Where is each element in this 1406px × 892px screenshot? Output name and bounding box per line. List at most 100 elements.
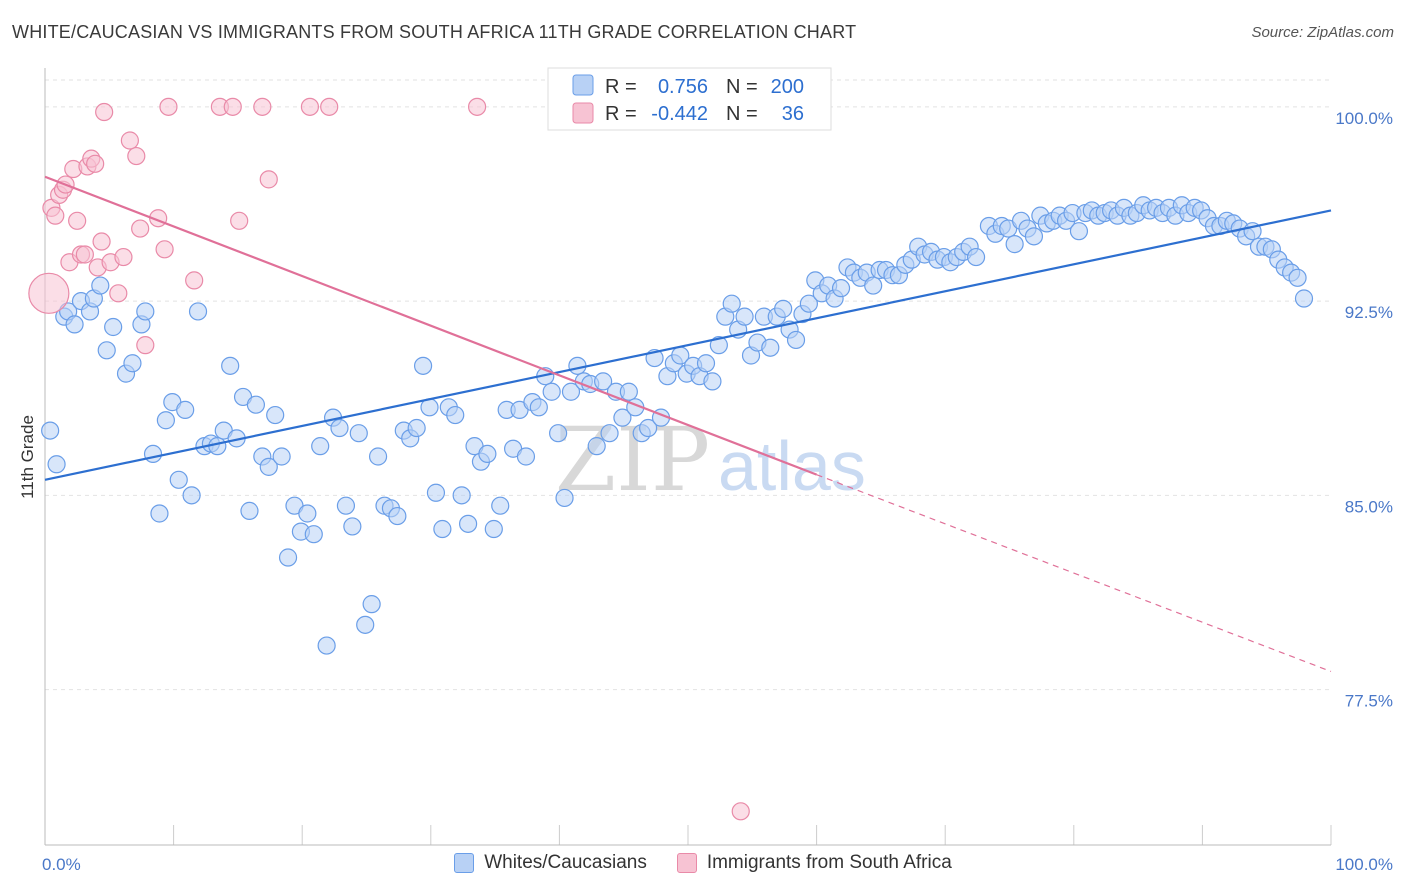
whites-point [298, 504, 317, 523]
whites-point [91, 276, 110, 295]
legend-item-south-africa[interactable]: Immigrants from South Africa [676, 852, 952, 874]
whites-point [446, 405, 465, 425]
series-south-africa-points [28, 97, 750, 821]
whites-point [240, 501, 259, 520]
stats-r-value-blue: 0.756 [658, 76, 708, 98]
stats-legend-box [547, 67, 832, 131]
series-whites-points [41, 196, 1314, 655]
whites-point [278, 548, 298, 567]
whites-point [188, 302, 208, 321]
south-africa-point [230, 211, 249, 230]
whites-point [136, 302, 155, 321]
whites-point [639, 418, 658, 438]
whites-point [41, 421, 60, 440]
south-africa-point [114, 247, 133, 267]
whites-point [433, 519, 452, 539]
whites-point [413, 356, 433, 375]
whites-point [182, 486, 201, 505]
whites-point [259, 457, 278, 476]
south-africa-point [86, 154, 105, 173]
y-tick-label-1: 85.0% [1345, 497, 1393, 516]
stats-n-value-pink: 36 [782, 103, 804, 125]
whites-point [304, 525, 323, 544]
whites-point [221, 356, 240, 375]
whites-point [388, 506, 407, 526]
y-axis-label: 11th Grade [18, 415, 37, 499]
south-africa-point [75, 245, 94, 264]
whites-point [47, 455, 66, 474]
south-africa-point [155, 240, 174, 259]
south-africa-point [109, 284, 128, 303]
south-africa-point [223, 97, 242, 116]
whites-point [65, 315, 84, 334]
whites-point [786, 330, 806, 350]
whites-point [208, 437, 227, 456]
whites-point [735, 307, 754, 326]
south-africa-point [127, 146, 146, 166]
south-africa-point [28, 272, 70, 314]
whites-point [561, 382, 581, 401]
whites-point [407, 418, 426, 438]
south-africa-point [320, 97, 339, 116]
stats-n-value-blue: 200 [771, 76, 804, 98]
whites-point [491, 496, 510, 515]
south-africa-point [136, 336, 155, 355]
stats-legend: R = 0.756 N = 200 R = -0.442 N = 36 [547, 67, 832, 131]
y-tick-label-2: 92.5% [1345, 303, 1393, 322]
south-africa-point [131, 219, 150, 238]
whites-point [587, 437, 606, 456]
legend-item-whites[interactable]: Whites/Caucasians [454, 852, 647, 874]
axes [44, 68, 1331, 846]
south-africa-point [253, 97, 272, 116]
whites-point [311, 437, 330, 456]
bottom-legend: Whites/Caucasians Immigrants from South … [0, 852, 1406, 874]
whites-point [1069, 222, 1089, 241]
legend-swatch-whites [454, 853, 475, 873]
whites-point [104, 317, 123, 337]
whites-point [458, 514, 478, 533]
whites-point [330, 418, 349, 438]
stats-r-value-pink: -0.442 [651, 103, 708, 125]
whites-point [542, 382, 561, 401]
legend-swatch-south-africa [676, 853, 697, 873]
whites-point [272, 447, 291, 466]
watermark: ZIP atlas [555, 408, 866, 511]
south-africa-point [259, 170, 278, 189]
south-africa-point [300, 97, 320, 116]
whites-point [1288, 268, 1307, 287]
whites-point [831, 279, 851, 298]
whites-point [143, 444, 163, 464]
whites-point [426, 483, 446, 502]
whites-point [169, 470, 188, 489]
south-africa-trend-line [44, 175, 817, 476]
whites-point [864, 276, 883, 295]
whites-point [516, 447, 536, 466]
whites-point [1005, 235, 1024, 254]
south-africa-trend-extension [816, 474, 1332, 673]
whites-point [774, 299, 793, 318]
south-africa-point [185, 271, 204, 290]
legend-label-whites: Whites/Caucasians [484, 852, 647, 873]
trend-lines [44, 175, 1332, 673]
south-africa-point [731, 802, 750, 821]
whites-point [336, 496, 356, 515]
whites-point [1294, 289, 1314, 308]
stats-n-label-pink: N = [726, 103, 758, 125]
whites-point [613, 408, 632, 427]
x-tick-label-min: 0.0% [42, 855, 81, 874]
south-africa-point [159, 97, 178, 116]
whites-point [709, 336, 728, 355]
whites-point [696, 354, 716, 373]
whites-point [594, 372, 613, 391]
whites-point [343, 517, 362, 536]
whites-point [349, 424, 368, 443]
source-label: Source: ZipAtlas.com [1251, 24, 1394, 41]
whites-point [317, 636, 336, 655]
whites-point [484, 519, 503, 539]
whites-point [368, 447, 388, 466]
whites-point [156, 411, 175, 430]
whites-point [246, 395, 266, 414]
south-africa-point [95, 102, 114, 122]
stats-legend-blue-swatch [572, 74, 594, 96]
